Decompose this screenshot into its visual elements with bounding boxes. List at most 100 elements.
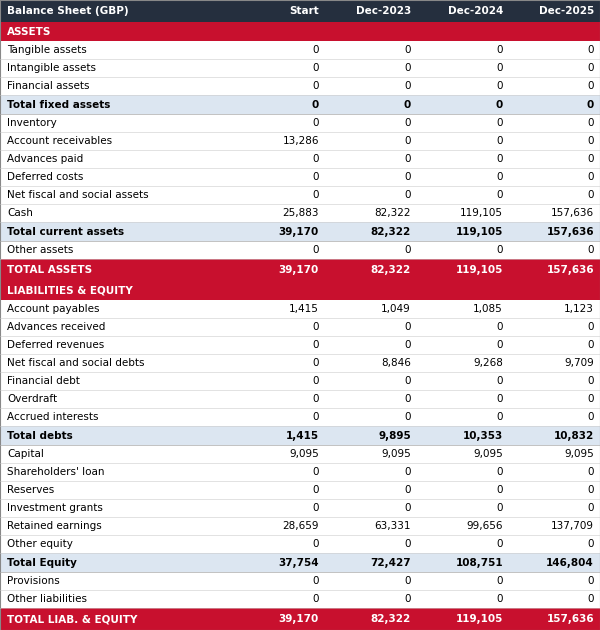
FancyBboxPatch shape <box>0 336 600 354</box>
Text: 1,415: 1,415 <box>286 431 319 441</box>
Text: 0: 0 <box>497 394 503 404</box>
Text: 0: 0 <box>587 322 594 332</box>
FancyBboxPatch shape <box>0 318 600 336</box>
FancyBboxPatch shape <box>0 445 600 463</box>
Text: 0: 0 <box>404 136 411 146</box>
Text: 0: 0 <box>313 190 319 200</box>
Text: Provisions: Provisions <box>7 576 60 587</box>
Text: 119,105: 119,105 <box>455 614 503 624</box>
Text: 0: 0 <box>313 485 319 495</box>
Text: 0: 0 <box>587 190 594 200</box>
Text: 0: 0 <box>404 503 411 513</box>
Text: 0: 0 <box>313 340 319 350</box>
Text: Capital: Capital <box>7 449 44 459</box>
Text: Advances received: Advances received <box>7 322 106 332</box>
Text: Cash: Cash <box>7 209 33 218</box>
Text: 82,322: 82,322 <box>371 227 411 237</box>
Text: 28,659: 28,659 <box>283 521 319 531</box>
Text: 39,170: 39,170 <box>279 614 319 624</box>
Text: 0: 0 <box>497 595 503 604</box>
Text: Financial debt: Financial debt <box>7 376 80 386</box>
Text: 157,636: 157,636 <box>547 265 594 275</box>
Text: Dec-2023: Dec-2023 <box>356 6 411 16</box>
Text: 25,883: 25,883 <box>283 209 319 218</box>
Text: 0: 0 <box>587 576 594 587</box>
Text: 157,636: 157,636 <box>551 209 594 218</box>
Text: 0: 0 <box>497 246 503 255</box>
Text: Investment grants: Investment grants <box>7 503 103 513</box>
Text: 37,754: 37,754 <box>278 558 319 568</box>
Text: 39,170: 39,170 <box>279 265 319 275</box>
Text: Total fixed assets: Total fixed assets <box>7 100 110 110</box>
Text: 0: 0 <box>313 172 319 182</box>
Text: 9,709: 9,709 <box>564 358 594 368</box>
Text: 0: 0 <box>587 100 594 110</box>
Text: 82,322: 82,322 <box>374 209 411 218</box>
Text: 0: 0 <box>404 154 411 164</box>
FancyBboxPatch shape <box>0 59 600 77</box>
Text: 0: 0 <box>497 136 503 146</box>
Text: 0: 0 <box>313 154 319 164</box>
Text: 0: 0 <box>587 81 594 91</box>
Text: 9,095: 9,095 <box>473 449 503 459</box>
Text: 0: 0 <box>587 467 594 478</box>
Text: Other equity: Other equity <box>7 539 73 549</box>
Text: Intangible assets: Intangible assets <box>7 63 96 73</box>
FancyBboxPatch shape <box>0 463 600 481</box>
Text: 0: 0 <box>497 485 503 495</box>
Text: 0: 0 <box>313 394 319 404</box>
Text: 0: 0 <box>497 376 503 386</box>
FancyBboxPatch shape <box>0 41 600 59</box>
Text: 157,636: 157,636 <box>547 614 594 624</box>
Text: 0: 0 <box>404 376 411 386</box>
Text: 0: 0 <box>404 322 411 332</box>
Text: 1,415: 1,415 <box>289 304 319 314</box>
Text: 8,846: 8,846 <box>381 358 411 368</box>
Text: 13,286: 13,286 <box>283 136 319 146</box>
Text: Other liabilities: Other liabilities <box>7 595 87 604</box>
FancyBboxPatch shape <box>0 22 600 41</box>
Text: 72,427: 72,427 <box>370 558 411 568</box>
FancyBboxPatch shape <box>0 222 600 241</box>
FancyBboxPatch shape <box>0 151 600 168</box>
FancyBboxPatch shape <box>0 260 600 281</box>
Text: TOTAL ASSETS: TOTAL ASSETS <box>7 265 92 275</box>
FancyBboxPatch shape <box>0 553 600 573</box>
Text: 0: 0 <box>497 539 503 549</box>
Text: 9,095: 9,095 <box>289 449 319 459</box>
FancyBboxPatch shape <box>0 590 600 609</box>
Text: 63,331: 63,331 <box>374 521 411 531</box>
Text: 0: 0 <box>404 576 411 587</box>
Text: 0: 0 <box>587 503 594 513</box>
Text: Retained earnings: Retained earnings <box>7 521 102 531</box>
Text: Accrued interests: Accrued interests <box>7 412 98 422</box>
Text: 0: 0 <box>497 340 503 350</box>
Text: 0: 0 <box>497 576 503 587</box>
Text: Total Equity: Total Equity <box>7 558 77 568</box>
Text: 0: 0 <box>497 172 503 182</box>
Text: 10,832: 10,832 <box>554 431 594 441</box>
FancyBboxPatch shape <box>0 573 600 590</box>
FancyBboxPatch shape <box>0 609 600 630</box>
FancyBboxPatch shape <box>0 426 600 445</box>
Text: 119,105: 119,105 <box>460 209 503 218</box>
Text: Deferred revenues: Deferred revenues <box>7 340 104 350</box>
FancyBboxPatch shape <box>0 517 600 536</box>
Text: Total current assets: Total current assets <box>7 227 124 237</box>
Text: Tangible assets: Tangible assets <box>7 45 87 55</box>
Text: 0: 0 <box>497 81 503 91</box>
FancyBboxPatch shape <box>0 354 600 372</box>
FancyBboxPatch shape <box>0 204 600 222</box>
Text: Overdraft: Overdraft <box>7 394 57 404</box>
Text: 0: 0 <box>404 467 411 478</box>
Text: 119,105: 119,105 <box>455 227 503 237</box>
Text: Start: Start <box>289 6 319 16</box>
Text: 0: 0 <box>313 246 319 255</box>
Text: 0: 0 <box>587 340 594 350</box>
Text: 0: 0 <box>587 136 594 146</box>
FancyBboxPatch shape <box>0 241 600 260</box>
Text: 0: 0 <box>313 467 319 478</box>
Text: 108,751: 108,751 <box>455 558 503 568</box>
FancyBboxPatch shape <box>0 390 600 408</box>
Text: 0: 0 <box>404 100 411 110</box>
